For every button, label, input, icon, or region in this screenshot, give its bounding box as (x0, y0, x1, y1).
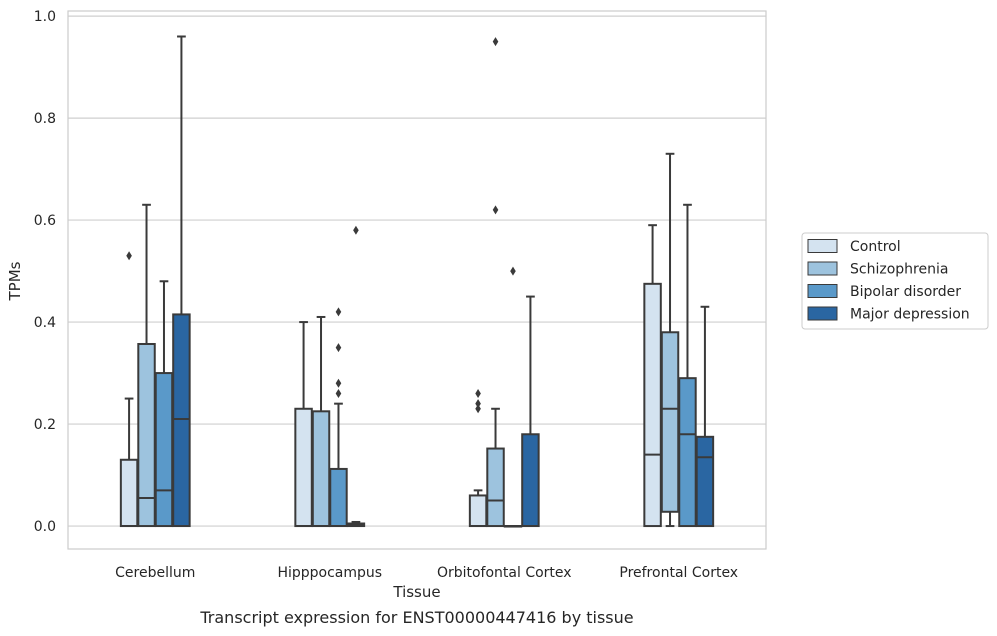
box (660, 331, 680, 513)
box (468, 494, 488, 528)
y-tick-label: 0.6 (34, 213, 56, 229)
x-tick-label: Hipppocampus (277, 565, 382, 581)
outlier-point (335, 388, 342, 398)
x-tick-label: Cerebellum (115, 565, 195, 581)
box (172, 313, 191, 528)
plot-frame (67, 10, 767, 550)
legend-items: Control Schizophrenia Bipolar disorder Majo… (807, 239, 970, 323)
outlier-point (475, 399, 481, 409)
outlier-point (335, 307, 342, 317)
box (643, 282, 662, 528)
x-tick-label: Orbitofontal Cortex (437, 565, 572, 581)
legend-label: Schizophrenia (850, 262, 948, 278)
series-control (119, 224, 662, 528)
legend: Control Schizophrenia Bipolar disorder Majo… (801, 232, 989, 330)
outlier-point (492, 37, 499, 47)
y-tick-label: 0.8 (34, 111, 56, 127)
box (137, 342, 156, 528)
box (695, 435, 715, 528)
x-tick-labels: Cerebellum Hipppocampus Orbitofontal Corte… (115, 565, 738, 581)
legend-frame (801, 232, 989, 330)
outlier-point (335, 378, 342, 388)
box (311, 410, 331, 528)
legend-label: Bipolar disorder (850, 284, 961, 300)
box (154, 372, 174, 528)
legend-label: Major depression (850, 307, 970, 323)
legend-swatch (807, 306, 838, 321)
y-axis-label: TPMs (6, 261, 24, 301)
y-tick-label: 1.0 (34, 9, 56, 25)
outlier-point (475, 388, 481, 398)
x-tick-label: Prefrontal Cortex (619, 565, 738, 581)
box-series (119, 35, 715, 528)
box (294, 407, 313, 528)
x-axis-label: Tissue (392, 583, 440, 601)
series-schizophrenia (137, 37, 680, 528)
y-tick-label: 0.4 (34, 315, 56, 331)
outlier-point (510, 266, 516, 276)
box (486, 447, 505, 528)
series-major-depression (172, 35, 715, 528)
y-tick-label: 0.0 (34, 519, 56, 535)
y-tick-labels: 0.0 0.2 0.4 0.6 0.8 1.0 (34, 9, 56, 535)
box (521, 433, 540, 528)
outlier-point (353, 225, 359, 235)
outlier-point (126, 251, 132, 261)
outlier-point (475, 404, 481, 414)
box (678, 377, 697, 528)
outlier-point (335, 343, 342, 353)
legend-swatch (807, 261, 838, 276)
legend-swatch (807, 284, 838, 298)
chart-caption: Transcript expression for ENST0000044741… (199, 608, 633, 627)
y-tick-label: 0.2 (34, 417, 56, 433)
legend-swatch (807, 239, 838, 253)
box (329, 467, 348, 528)
box (119, 458, 139, 528)
outlier-point (492, 205, 499, 215)
series-bipolar-disorder (154, 203, 697, 528)
legend-label: Control (850, 239, 901, 255)
